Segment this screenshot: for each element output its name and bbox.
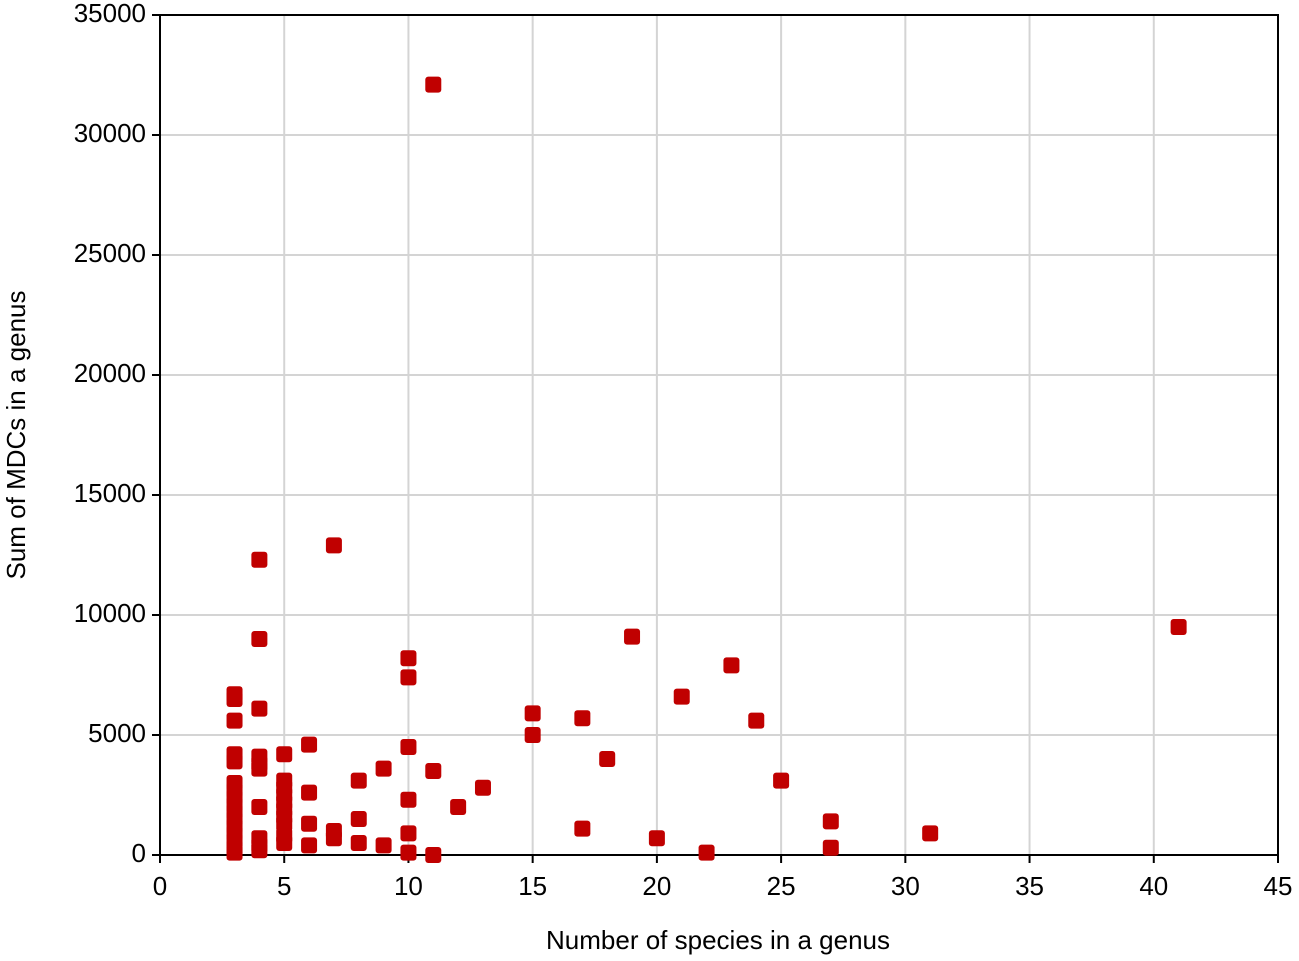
point [524,727,541,743]
point [375,837,392,854]
point [698,844,715,861]
point [301,736,318,753]
point [599,751,616,767]
point [251,551,268,568]
point [301,784,318,801]
x-tick-label: 0 [153,871,167,901]
y-tick-label: 0 [132,838,146,868]
point [624,628,641,645]
point [226,691,243,707]
point [400,650,417,667]
x-tick-label: 35 [1015,871,1044,901]
point [474,779,491,796]
x-tick-label: 15 [518,871,547,901]
point [325,537,342,554]
point [425,76,442,93]
point [723,657,740,674]
point [251,631,268,647]
point [375,760,392,777]
point [226,712,243,729]
point [350,772,367,789]
x-tick-label: 20 [642,871,671,901]
y-tick-label: 20000 [74,358,146,388]
x-tick-label: 25 [767,871,796,901]
point [524,705,541,722]
plot-frame [159,14,1279,856]
y-tick-label: 10000 [74,598,146,628]
y-tick-label: 30000 [74,118,146,148]
point [400,791,417,808]
y-tick-label: 5000 [88,718,146,748]
y-tick-label: 15000 [74,478,146,508]
point [574,820,591,837]
point [251,842,268,859]
x-tick-label: 30 [891,871,920,901]
y-axis-label: Sum of MDCs in a genus [1,290,31,579]
point [400,825,417,842]
point [251,799,268,815]
point [251,760,268,777]
point [226,753,243,770]
point [425,763,442,779]
point [251,700,268,717]
x-tick-label: 45 [1264,871,1293,901]
point [574,710,591,727]
point [400,669,417,686]
point [450,799,467,815]
point [400,739,417,755]
y-tick-label: 25000 [74,238,146,268]
x-axis-label: Number of species in a genus [546,925,890,955]
point [673,688,690,705]
point [1170,619,1187,635]
point [648,830,665,847]
point [325,830,342,847]
point [350,835,367,851]
point [822,813,839,830]
point [922,825,939,842]
point [226,844,243,861]
point [301,815,318,832]
point [350,811,367,827]
point [276,835,293,851]
y-tick-label: 35000 [74,0,146,28]
x-tick-label: 40 [1139,871,1168,901]
x-tick-label: 5 [277,871,291,901]
x-tick-label: 10 [394,871,423,901]
point [822,839,839,856]
point [425,847,442,863]
point [400,844,417,861]
point [301,837,318,854]
point [748,712,765,729]
point [276,746,293,763]
point [773,772,790,789]
